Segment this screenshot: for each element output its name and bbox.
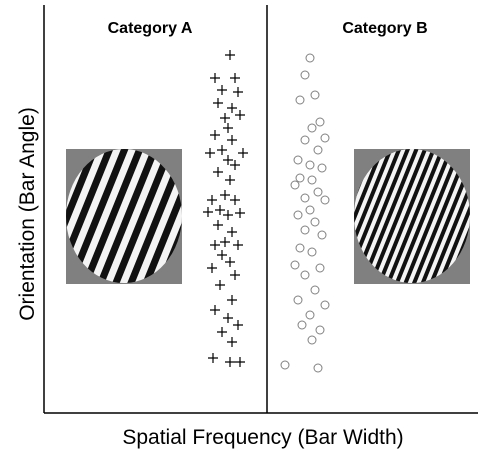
plus-point [217,250,227,260]
plus-point [230,195,240,205]
plus-point [225,257,235,267]
circle-point [293,295,303,305]
circle-point [293,210,303,220]
circle-point [315,263,325,273]
plus-point [223,313,233,323]
plus-point [233,320,243,330]
plus-point [227,103,237,113]
category-label: Category B [342,20,427,37]
circle-point [320,300,330,310]
plus-point [210,130,220,140]
coarse-grating [66,149,182,283]
circle-point [295,173,305,183]
circle-point [300,135,310,145]
plus-point [215,280,225,290]
circle-point [280,360,290,370]
circle-point [300,270,310,280]
fine-grating [354,149,470,283]
plus-point [233,240,243,250]
plus-point [235,110,245,120]
y-axis-label: Orientation (Bar Angle) [16,107,39,321]
circle-point [313,187,323,197]
plus-point [223,155,233,165]
plus-point [213,167,223,177]
plus-point [210,73,220,83]
x-axis-label: Spatial Frequency (Bar Width) [122,426,403,449]
plus-point [203,207,213,217]
plus-point [227,135,237,145]
plus-point [227,227,237,237]
circle-point [300,70,310,80]
circle-point [310,217,320,227]
plus-point [227,337,237,347]
circle-point [313,145,323,155]
plus-point [223,123,233,133]
circle-point [293,155,303,165]
plus-point [225,357,235,367]
plus-point [217,145,227,155]
plus-point [225,175,235,185]
category-label: Category A [108,20,193,37]
plus-point [210,305,220,315]
plus-point [235,357,245,367]
circle-point [315,325,325,335]
circle-point [300,225,310,235]
plus-point [238,148,248,158]
circle-point [310,285,320,295]
circle-point [317,163,327,173]
plus-point [207,195,217,205]
plus-point [220,190,230,200]
circle-point [290,180,300,190]
circle-point [295,95,305,105]
plus-point [235,208,245,218]
circle-point [320,195,330,205]
plus-point [225,50,235,60]
circle-point [305,205,315,215]
circle-point [305,160,315,170]
circle-point [300,193,310,203]
plus-point [230,73,240,83]
plus-point [217,85,227,95]
plus-point [215,205,225,215]
circle-point [320,133,330,143]
circle-point [310,90,320,100]
circle-point [307,247,317,257]
circle-point [315,117,325,127]
plus-point [213,220,223,230]
plus-point [233,87,243,97]
plus-point [207,263,217,273]
plus-point [230,270,240,280]
plus-point [205,148,215,158]
plus-point [208,353,218,363]
plus-point [210,240,220,250]
plus-point [220,237,230,247]
circle-point [295,243,305,253]
plus-point [223,210,233,220]
circle-point [307,123,317,133]
plus-point [213,98,223,108]
circle-point [290,260,300,270]
circle-point [305,310,315,320]
plus-point [230,160,240,170]
circle-point [307,335,317,345]
plus-point [220,113,230,123]
circle-point [297,320,307,330]
circle-point [305,53,315,63]
plus-point [217,327,227,337]
plus-point [227,295,237,305]
circle-point [313,363,323,373]
circle-point [307,175,317,185]
circle-point [317,230,327,240]
